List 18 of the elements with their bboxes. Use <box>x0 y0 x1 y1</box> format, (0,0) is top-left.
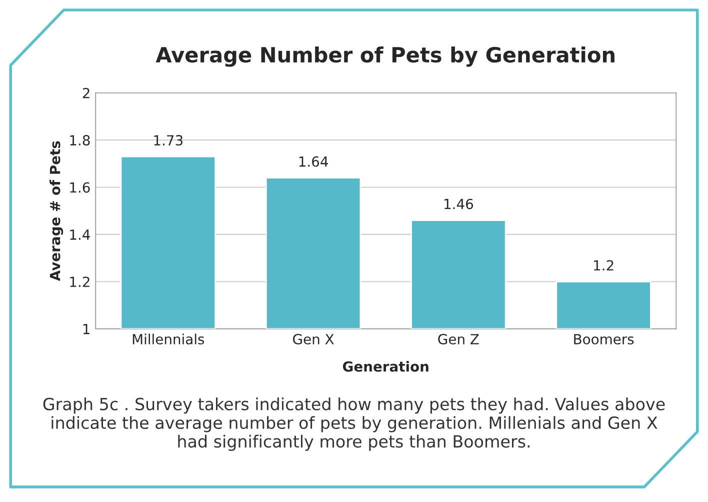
x-tick-label: Millennials <box>132 334 204 344</box>
chart-title: Average Number of Pets by Generation <box>156 46 614 67</box>
x-tick-label: Boomers <box>574 334 634 344</box>
data-label: 1.46 <box>444 198 474 210</box>
y-tick-label: 1.2 <box>70 276 90 287</box>
y-tick-label: 1 <box>83 324 90 334</box>
data-label: 1.64 <box>299 156 328 167</box>
x-tick-label: Gen X <box>293 334 334 344</box>
y-tick-label: 2 <box>82 88 90 98</box>
x-axis-title: Generation <box>342 361 428 372</box>
data-label: 1.73 <box>154 135 182 146</box>
x-tick-label: Gen Z <box>438 334 479 344</box>
data-label: 1.2 <box>594 260 614 270</box>
y-tick-label: 1.8 <box>70 135 90 146</box>
caption: Graph 5c . Survey takers indicated how many pets they had. Values above indicate the average number of pets by generation. Millenials and Gen X had significantly more pets than Boomers. <box>43 397 665 451</box>
y-tick-label: 1.4 <box>70 230 90 240</box>
y-axis-title: Average # of Pets <box>50 141 64 282</box>
y-tick-label: 1.6 <box>70 182 90 193</box>
